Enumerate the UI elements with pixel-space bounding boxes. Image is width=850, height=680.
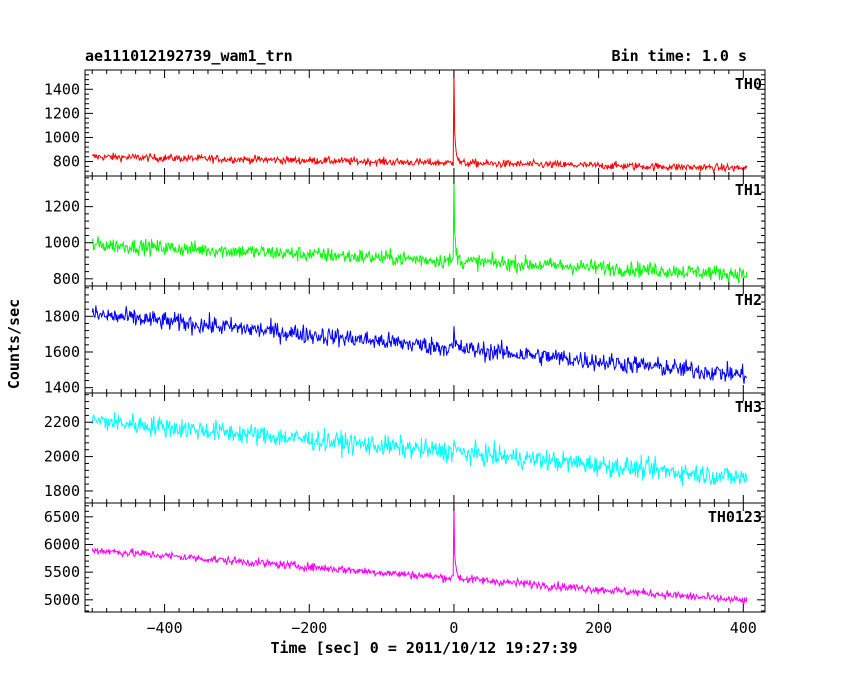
panel-label-th0123: TH0123	[708, 508, 762, 526]
y-tick-label: 1400	[44, 80, 80, 98]
series-line-th0123	[91, 503, 748, 605]
x-tick-label: 0	[449, 619, 458, 637]
panel-frame	[84, 285, 766, 394]
y-tick-label: 1600	[44, 343, 80, 361]
panel-th2: 1400 1600 1800 TH2	[44, 285, 766, 397]
bin-time-label: Bin time: 1.0 s	[612, 47, 747, 65]
series-line-th2	[91, 305, 748, 384]
panel-frame	[84, 392, 766, 504]
y-tick-label: 5000	[44, 591, 80, 609]
y-tick-label: 2200	[44, 413, 80, 431]
y-tick-label: 1200	[44, 198, 80, 216]
y-tick-label: 1400	[44, 379, 80, 397]
panels-group: 800 1000 1200 1400 TH0 800 1000 1200 TH1 1400 1600…	[44, 69, 766, 613]
y-tick-label: 6000	[44, 535, 80, 553]
panel-th0: 800 1000 1200 1400 TH0	[44, 69, 766, 177]
y-tick-label: 1000	[44, 234, 80, 252]
panel-th0123: 5000 5500 6000 6500 TH0123	[44, 502, 766, 613]
y-tick-label: 800	[53, 153, 80, 171]
y-tick-label: 6500	[44, 508, 80, 526]
series-line-th0	[91, 70, 748, 174]
y-tick-label: 1000	[44, 128, 80, 146]
chart-title: ae111012192739_wam1_trn	[85, 47, 293, 65]
y-axis-title: Counts/sec	[5, 299, 23, 389]
x-tick-label: −400	[147, 619, 183, 637]
x-tick-label: −200	[291, 619, 327, 637]
panel-label-th1: TH1	[735, 181, 762, 199]
y-tick-label: 5500	[44, 563, 80, 581]
x-tick-label: 200	[585, 619, 612, 637]
panel-label-th3: TH3	[735, 398, 762, 416]
x-axis: −400 −200 0 200 400	[147, 619, 757, 637]
panel-label-th2: TH2	[735, 291, 762, 309]
series-line-th1	[91, 176, 748, 284]
y-tick-label: 800	[53, 270, 80, 288]
x-axis-title: Time [sec] 0 = 2011/10/12 19:27:39	[270, 639, 577, 657]
y-tick-label: 1200	[44, 104, 80, 122]
x-tick-label: 400	[730, 619, 757, 637]
y-tick-label: 1800	[44, 307, 80, 325]
y-tick-label: 2000	[44, 448, 80, 466]
panel-label-th0: TH0	[735, 75, 762, 93]
panel-th1: 800 1000 1200 TH1	[44, 175, 766, 288]
y-tick-label: 1800	[44, 482, 80, 500]
series-line-th3	[91, 411, 748, 487]
panel-th3: 1800 2000 2200 TH3	[44, 392, 766, 504]
